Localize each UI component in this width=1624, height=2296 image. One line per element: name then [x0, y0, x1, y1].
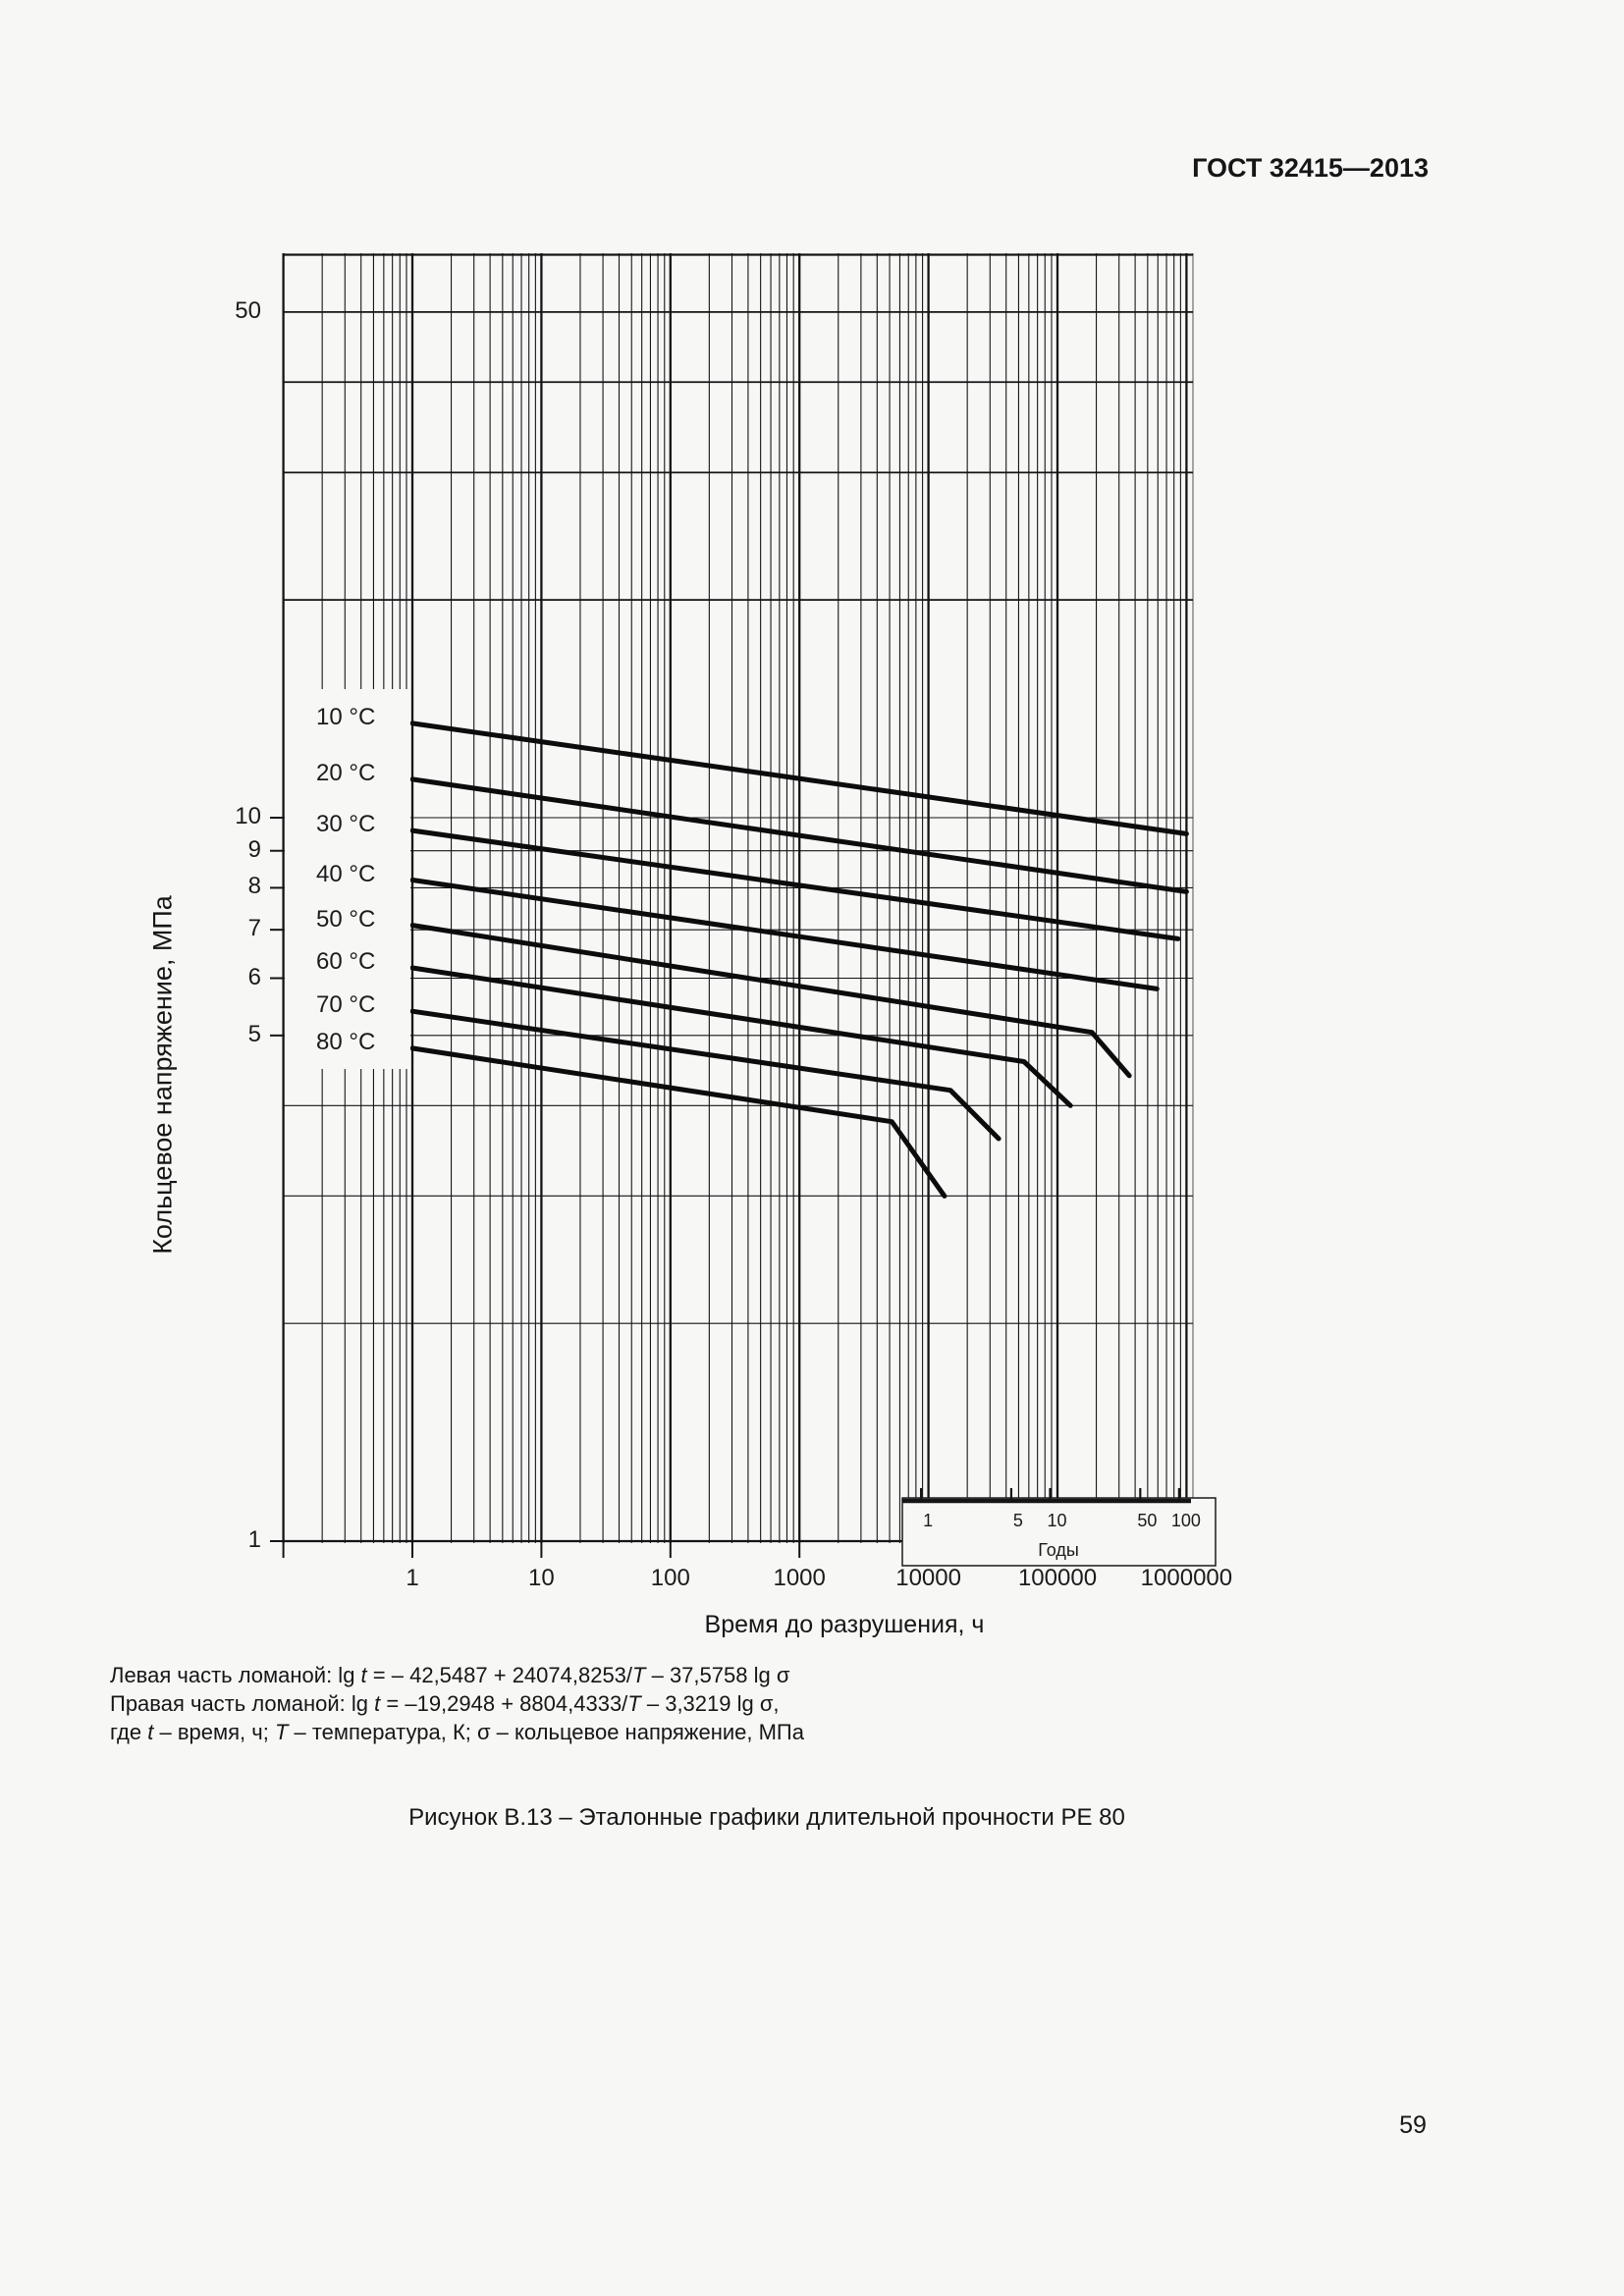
legend-box — [285, 689, 410, 1069]
x-axis-title: Время до разрушения, ч — [704, 1611, 985, 1638]
figure-caption: Рисунок В.13 – Эталонные графики длитель… — [408, 1804, 1125, 1831]
years-panel — [901, 1497, 1217, 1567]
curve-20°C — [409, 776, 1189, 894]
page-number: 59 — [1399, 2111, 1427, 2139]
formula-text: Правая часть ломаной: lg — [110, 1691, 375, 1716]
formula-line: где t – время, ч; T – температура, К; σ … — [110, 1718, 804, 1746]
curve-10°C — [409, 721, 1189, 836]
formula-variable: t — [147, 1720, 154, 1744]
formula-text: – температура, К; σ – кольцевое напряжен… — [288, 1720, 804, 1744]
temperature-curves — [409, 721, 1189, 1199]
formula-variable: T — [274, 1720, 289, 1744]
formula-notes: Левая часть ломаной: lg t = – 42,5487 + … — [110, 1661, 804, 1746]
curve-80°C — [409, 1045, 947, 1199]
curve-30°C — [409, 828, 1181, 941]
formula-variable: T — [627, 1691, 641, 1716]
formula-text: Левая часть ломаной: lg — [110, 1663, 361, 1687]
formula-variable: t — [360, 1663, 367, 1687]
years-axis-box — [901, 1488, 1217, 1567]
formula-line: Левая часть ломаной: lg t = – 42,5487 + … — [110, 1661, 804, 1689]
curve-50°C — [409, 923, 1132, 1079]
formula-text: – 3,3219 lg σ, — [640, 1691, 780, 1716]
legend-panel — [285, 689, 410, 1069]
formula-text: – 37,5758 lg σ — [645, 1663, 790, 1687]
y-axis-title: Кольцевое напряжение, МПа — [147, 895, 178, 1255]
curve-40°C — [409, 878, 1160, 991]
formula-variable: t — [374, 1691, 381, 1716]
page-header: ГОСТ 32415—2013 — [1192, 153, 1429, 183]
formula-variable: T — [632, 1663, 646, 1687]
formula-text: где — [110, 1720, 148, 1744]
formula-text: – время, ч; — [153, 1720, 275, 1744]
curve-70°C — [409, 1008, 1001, 1142]
curve-60°C — [409, 965, 1073, 1108]
formula-text: = –19,2948 + 8804,4333/ — [380, 1691, 628, 1716]
formula-text: = – 42,5487 + 24074,8253/ — [366, 1663, 633, 1687]
formula-line: Правая часть ломаной: lg t = –19,2948 + … — [110, 1689, 804, 1718]
